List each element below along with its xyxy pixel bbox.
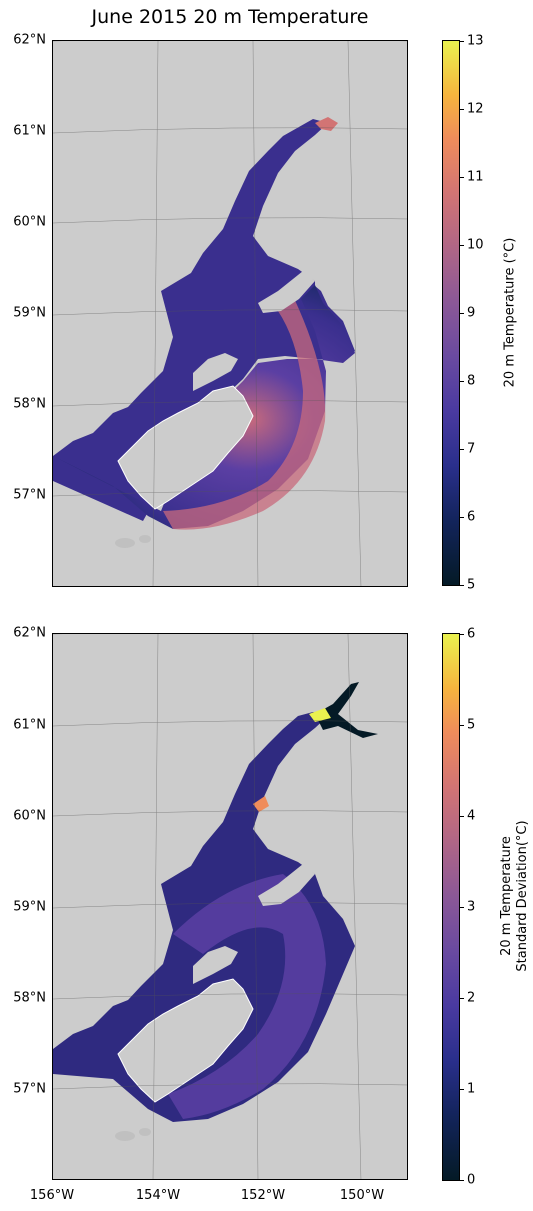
colorbar-tick-label: 10: [467, 237, 484, 253]
colorbar-tick-mark: [460, 725, 464, 726]
afognak-island: [193, 946, 238, 984]
lat-label: 62°N: [13, 32, 46, 48]
colorbar-tick-mark: [460, 585, 464, 586]
colorbar-tick-label: 6: [467, 626, 476, 642]
lon-label: 150°W: [339, 1188, 385, 1203]
lon-label: 152°W: [240, 1188, 286, 1203]
lon-label: 154°W: [135, 1188, 181, 1203]
mid-inlet-hotspot: [253, 796, 269, 812]
colorbar-tick-label: 13: [467, 33, 484, 49]
colorbar-tick-label: 5: [467, 717, 476, 733]
lat-label: 62°N: [13, 625, 46, 641]
lat-label: 60°N: [13, 214, 46, 230]
ocean-region: [53, 119, 355, 521]
colorbar-tick-mark: [460, 109, 464, 110]
colorbar-tick-label: 0: [467, 1172, 476, 1188]
temperature-map: [52, 40, 408, 587]
upper-arm: [315, 682, 378, 738]
std-colorbar-label: 20 m Temperature Standard Deviation(°C): [499, 801, 531, 991]
colorbar-tick-mark: [460, 816, 464, 817]
std-deviation-map: [52, 633, 408, 1180]
colorbar-tick-label: 2: [467, 990, 476, 1006]
colorbar-tick-mark: [460, 313, 464, 314]
colorbar-tick-mark: [460, 517, 464, 518]
lat-label: 61°N: [13, 123, 46, 139]
lat-label: 58°N: [13, 990, 46, 1006]
high-variability-spot: [309, 708, 331, 722]
colorbar-tick-mark: [460, 245, 464, 246]
temperature-map-canvas: [53, 41, 407, 586]
upper-inlet-warm: [315, 117, 338, 131]
colorbar-gradient: [443, 634, 459, 1180]
colorbar-tick-label: 8: [467, 373, 476, 389]
colorbar-tick-mark: [460, 1089, 464, 1090]
std-deviation-map-canvas: [53, 634, 407, 1179]
colorbar-tick-label: 12: [467, 101, 484, 117]
figure-title: June 2015 20 m Temperature: [91, 6, 369, 28]
colorbar-tick-mark: [460, 907, 464, 908]
colorbar-tick-label: 4: [467, 808, 476, 824]
temperature-colorbar: [442, 40, 460, 586]
graticule: [53, 41, 407, 586]
afognak-island: [193, 353, 238, 391]
colorbar-tick-mark: [460, 634, 464, 635]
std-colorbar-label-line2: Standard Deviation(°C): [515, 820, 530, 972]
colorbar-tick-label: 9: [467, 305, 476, 321]
outer-shelf-arc: [163, 296, 326, 530]
kodiak-island: [117, 978, 254, 1103]
kenai-peninsula: [258, 864, 315, 906]
colorbar-tick-label: 6: [467, 509, 476, 525]
colorbar-tick-mark: [460, 381, 464, 382]
colorbar-tick-label: 3: [467, 899, 476, 915]
lat-label: 60°N: [13, 808, 46, 824]
island-small: [139, 1128, 151, 1136]
colorbar-tick-label: 11: [467, 169, 484, 185]
temperature-colorbar-label: 20 m Temperature (°C): [502, 237, 518, 388]
lat-label: 58°N: [13, 396, 46, 412]
graticule: [53, 634, 407, 1179]
island-chirikof: [115, 1131, 135, 1141]
lat-label: 57°N: [13, 487, 46, 503]
lat-label: 61°N: [13, 717, 46, 733]
lat-label: 57°N: [13, 1081, 46, 1097]
island-small: [139, 535, 151, 543]
island-chirikof: [115, 538, 135, 548]
variability-band: [168, 874, 326, 1119]
colorbar-gradient: [443, 41, 459, 585]
colorbar-tick-label: 7: [467, 441, 476, 457]
lat-label: 59°N: [13, 899, 46, 915]
colorbar-tick-mark: [460, 449, 464, 450]
colorbar-tick-label: 1: [467, 1081, 476, 1097]
colorbar-tick-mark: [460, 998, 464, 999]
std-colorbar-label-line1: 20 m Temperature: [499, 836, 514, 956]
std-colorbar: [442, 633, 460, 1181]
colorbar-tick-label: 5: [467, 577, 476, 593]
colorbar-tick-mark: [460, 177, 464, 178]
kenai-peninsula: [258, 271, 315, 313]
colorbar-tick-mark: [460, 1180, 464, 1181]
kodiak-island: [117, 385, 254, 510]
lat-label: 59°N: [13, 305, 46, 321]
colorbar-tick-mark: [460, 41, 464, 42]
lon-label: 156°W: [29, 1188, 75, 1203]
